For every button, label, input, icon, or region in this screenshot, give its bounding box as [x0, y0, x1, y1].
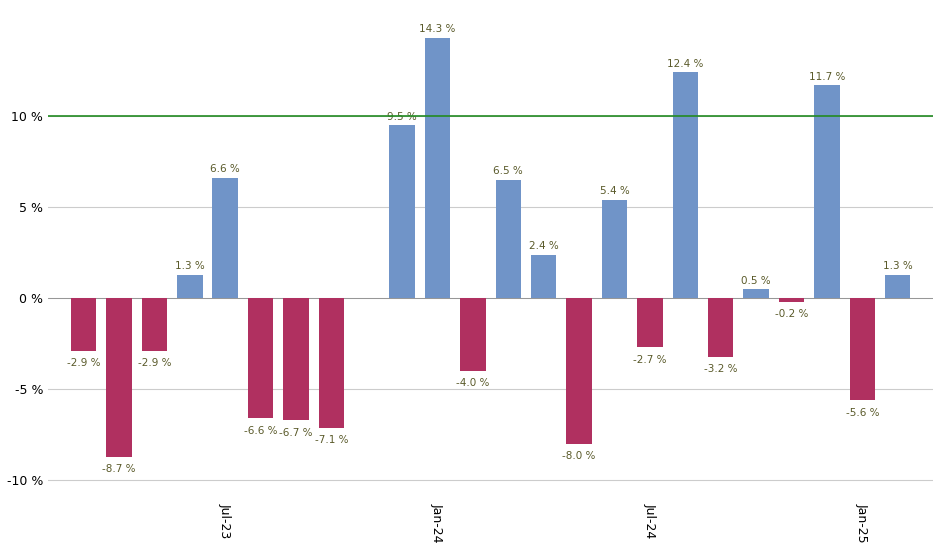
Bar	[212, 178, 238, 298]
Text: -6.7 %: -6.7 %	[279, 427, 313, 438]
Text: 0.5 %: 0.5 %	[742, 276, 771, 285]
Bar	[248, 298, 274, 419]
Text: 11.7 %: 11.7 %	[808, 72, 845, 81]
Bar	[177, 274, 202, 298]
Text: -7.1 %: -7.1 %	[315, 435, 348, 445]
Bar	[70, 298, 96, 351]
Bar	[283, 298, 308, 420]
Text: 5.4 %: 5.4 %	[600, 186, 630, 196]
Text: 6.6 %: 6.6 %	[211, 164, 240, 174]
Bar	[778, 298, 805, 302]
Bar	[142, 298, 167, 351]
Text: -2.9 %: -2.9 %	[67, 359, 101, 369]
Bar	[531, 255, 556, 298]
Bar	[885, 274, 911, 298]
Text: 12.4 %: 12.4 %	[667, 59, 703, 69]
Text: -2.9 %: -2.9 %	[137, 359, 171, 369]
Text: 1.3 %: 1.3 %	[883, 261, 913, 271]
Text: -8.0 %: -8.0 %	[562, 451, 596, 461]
Text: -5.6 %: -5.6 %	[845, 408, 879, 417]
Bar	[425, 38, 450, 298]
Text: 6.5 %: 6.5 %	[494, 166, 524, 177]
Text: -2.7 %: -2.7 %	[634, 355, 666, 365]
Text: -6.6 %: -6.6 %	[243, 426, 277, 436]
Text: -3.2 %: -3.2 %	[704, 364, 738, 374]
Bar	[567, 298, 592, 444]
Bar	[495, 180, 521, 298]
Bar	[814, 85, 839, 298]
Bar	[637, 298, 663, 348]
Text: 2.4 %: 2.4 %	[529, 241, 558, 251]
Bar	[106, 298, 132, 456]
Text: -4.0 %: -4.0 %	[456, 378, 490, 388]
Text: -0.2 %: -0.2 %	[775, 309, 808, 319]
Bar	[744, 289, 769, 298]
Text: 14.3 %: 14.3 %	[419, 24, 456, 34]
Bar	[602, 200, 627, 298]
Text: 1.3 %: 1.3 %	[175, 261, 205, 271]
Text: 9.5 %: 9.5 %	[387, 112, 417, 122]
Bar	[708, 298, 733, 356]
Bar	[461, 298, 486, 371]
Bar	[672, 73, 698, 298]
Text: -8.7 %: -8.7 %	[102, 464, 135, 474]
Bar	[850, 298, 875, 400]
Bar	[319, 298, 344, 427]
Bar	[389, 125, 415, 298]
